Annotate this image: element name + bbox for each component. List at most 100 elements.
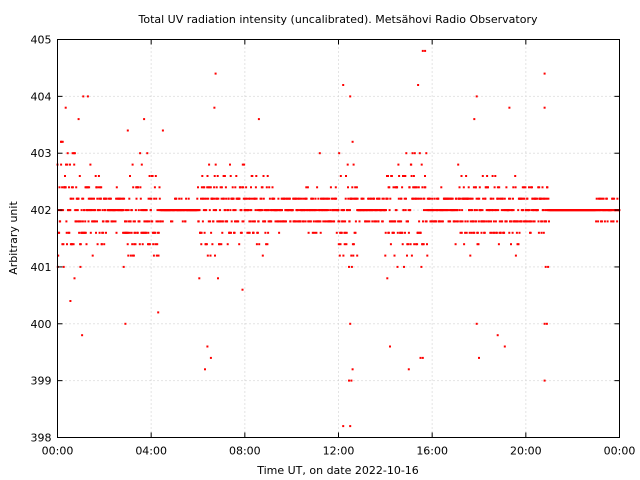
- data-point: [297, 209, 300, 212]
- data-point: [206, 175, 209, 177]
- data-point: [511, 231, 514, 234]
- data-point: [545, 322, 548, 325]
- data-point: [425, 220, 428, 223]
- data-point: [88, 209, 91, 212]
- y-tick-label: 402: [31, 204, 52, 217]
- data-point: [415, 186, 418, 189]
- data-point: [249, 220, 252, 223]
- data-point: [444, 209, 447, 212]
- data-point: [401, 231, 404, 234]
- data-point: [98, 209, 101, 212]
- data-point: [73, 152, 76, 155]
- data-point: [440, 186, 443, 189]
- data-point: [127, 254, 130, 257]
- data-point: [274, 220, 277, 223]
- data-point: [503, 345, 506, 348]
- data-point: [386, 277, 389, 280]
- data-point: [409, 243, 412, 246]
- data-point: [536, 209, 539, 212]
- data-point: [436, 209, 439, 212]
- data-point: [610, 220, 613, 223]
- data-point: [352, 163, 355, 166]
- data-point: [95, 186, 98, 189]
- data-point: [407, 209, 410, 212]
- x-tick-label: 12:00: [323, 445, 355, 458]
- y-tick-label: 400: [31, 318, 52, 331]
- data-point: [419, 231, 422, 234]
- data-point: [157, 254, 160, 257]
- data-point: [470, 231, 473, 234]
- data-point: [344, 197, 347, 200]
- data-point: [461, 209, 464, 212]
- grid-lines: [57, 39, 620, 438]
- data-point: [512, 186, 515, 189]
- data-point: [253, 220, 256, 223]
- data-point: [217, 277, 219, 280]
- data-point: [355, 197, 358, 200]
- data-point: [111, 220, 114, 223]
- data-point: [389, 243, 392, 246]
- data-point: [206, 186, 209, 189]
- data-point: [350, 254, 353, 257]
- data-point: [58, 231, 61, 234]
- data-point: [356, 254, 359, 257]
- data-point: [601, 220, 603, 223]
- data-point: [475, 197, 478, 200]
- data-point: [69, 300, 72, 302]
- data-point: [492, 197, 495, 200]
- data-point: [396, 186, 399, 189]
- x-tick-label: 00:00: [42, 445, 74, 458]
- data-point: [136, 231, 139, 234]
- data-point: [127, 231, 129, 234]
- data-point: [134, 231, 137, 234]
- data-point: [541, 186, 544, 189]
- data-point: [295, 197, 298, 200]
- data-point: [514, 186, 517, 189]
- data-point: [385, 209, 387, 212]
- data-point: [254, 209, 257, 212]
- data-point: [148, 175, 151, 177]
- data-point: [61, 186, 64, 189]
- data-point: [122, 209, 125, 212]
- data-point: [60, 140, 62, 143]
- data-point: [200, 197, 202, 200]
- data-point: [501, 220, 504, 223]
- data-point: [337, 209, 340, 212]
- data-point: [461, 220, 464, 223]
- data-point: [370, 197, 372, 200]
- data-point: [71, 243, 74, 246]
- data-point: [468, 209, 471, 212]
- data-point: [513, 220, 516, 223]
- data-point: [130, 231, 133, 234]
- data-point: [181, 220, 184, 223]
- data-point: [493, 231, 496, 234]
- data-point: [246, 197, 249, 200]
- data-point: [478, 356, 480, 359]
- data-point: [130, 209, 133, 212]
- data-point: [493, 186, 496, 189]
- data-point: [597, 220, 600, 223]
- data-point: [75, 209, 78, 212]
- data-point: [285, 197, 288, 200]
- data-point: [338, 220, 341, 223]
- data-point: [365, 220, 368, 223]
- data-point: [536, 197, 539, 200]
- data-point: [82, 95, 85, 98]
- data-point: [73, 163, 76, 166]
- data-point: [464, 231, 467, 234]
- data-point: [187, 197, 190, 200]
- data-point: [401, 243, 404, 246]
- data-point: [318, 152, 321, 155]
- data-point: [396, 231, 399, 234]
- data-point: [399, 231, 402, 234]
- data-point: [83, 209, 86, 212]
- data-point: [471, 209, 473, 212]
- data-point: [460, 220, 463, 223]
- data-point: [376, 209, 379, 212]
- data-point: [289, 220, 292, 223]
- data-point: [469, 220, 472, 223]
- data-point: [335, 231, 338, 234]
- data-point: [216, 175, 219, 177]
- data-point: [91, 197, 94, 200]
- data-point: [301, 209, 304, 212]
